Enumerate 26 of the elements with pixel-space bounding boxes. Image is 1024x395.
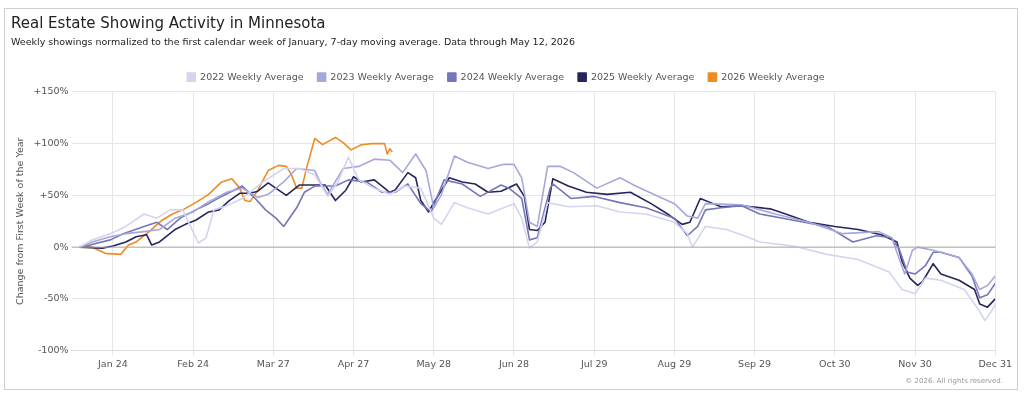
- x-tick-label: Jan 24: [97, 357, 128, 369]
- x-tick-label: Apr 27: [337, 357, 370, 369]
- x-tick-label: Jul 29: [579, 357, 608, 369]
- x-tick-label: Jun 28: [498, 357, 529, 369]
- y-tick-label: +50%: [39, 188, 69, 200]
- x-tick-label: Mar 27: [256, 357, 290, 369]
- legend-label: 2023 Weekly Average: [330, 70, 435, 82]
- legend-label: 2025 Weekly Average: [590, 70, 695, 82]
- y-tick-label: -50%: [43, 292, 69, 304]
- y-axis-title: Change from First Week of the Year: [14, 137, 26, 305]
- legend-label: 2022 Weekly Average: [200, 70, 304, 82]
- y-tick-label: +150%: [33, 85, 69, 97]
- x-tick-label: Feb 24: [177, 357, 210, 369]
- chart-title: Real Estate Showing Activity in Minnesota: [11, 13, 326, 32]
- legend-label: 2024 Weekly Average: [460, 70, 565, 82]
- x-tick-label: Sep 29: [738, 357, 772, 369]
- y-tick-label: +100%: [33, 137, 69, 149]
- x-tick-label: May 28: [416, 357, 452, 369]
- x-tick-label: Oct 30: [819, 357, 851, 369]
- legend-label: 2026 Weekly Average: [721, 70, 825, 82]
- x-tick-label: Aug 29: [657, 357, 692, 369]
- x-tick-label: Nov 30: [898, 357, 932, 369]
- chart-subtitle: Weekly showings normalized to the first calendar week of January, 7-day moving average. Data through May 12, 2026: [11, 36, 575, 48]
- y-tick-label: -100%: [37, 344, 69, 356]
- x-tick-label: Dec 31: [978, 357, 1012, 369]
- y-tick-label: 0%: [53, 240, 69, 252]
